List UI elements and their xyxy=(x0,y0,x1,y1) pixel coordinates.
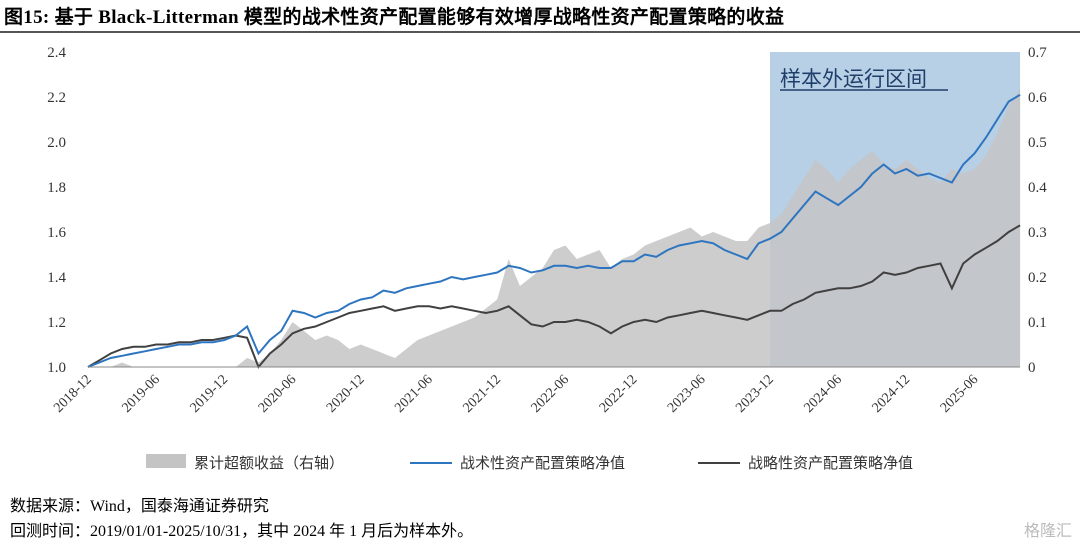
y-right-tick-label: 0.4 xyxy=(1028,180,1047,196)
y-right-tick-label: 0.6 xyxy=(1028,90,1047,106)
x-tick-label: 2021-06 xyxy=(392,372,436,416)
x-tick-label: 2023-06 xyxy=(665,372,709,416)
title-divider xyxy=(0,31,1080,33)
y-left-tick-label: 2.0 xyxy=(47,135,66,151)
x-tick-label: 2020-12 xyxy=(324,372,368,416)
x-tick-label: 2019-12 xyxy=(188,372,232,416)
watermark: 格隆汇 xyxy=(1023,521,1072,540)
legend-label-tactical: 战术性资产配置策略净值 xyxy=(460,455,625,472)
y-left-tick-label: 1.0 xyxy=(47,360,66,376)
x-tick-label: 2024-06 xyxy=(801,372,845,416)
region-label: 样本外运行区间 xyxy=(780,67,927,91)
x-tick-label: 2022-12 xyxy=(597,372,641,416)
figure-title: 图15: 基于 Black-Litterman 模型的战术性资产配置能够有效增厚… xyxy=(4,7,785,28)
x-tick-label: 2019-06 xyxy=(119,372,163,416)
x-tick-label: 2021-12 xyxy=(460,372,504,416)
y-left-tick-label: 1.8 xyxy=(47,180,66,196)
x-tick-label: 2023-12 xyxy=(733,372,777,416)
x-tick-label: 2018-12 xyxy=(51,372,95,416)
backtest-note: 回测时间：2019/01/01-2025/10/31，其中 2024 年 1 月… xyxy=(10,523,474,540)
y-left-tick-label: 1.4 xyxy=(47,270,66,286)
y-left-tick-label: 2.4 xyxy=(47,45,66,61)
y-right-tick-label: 0.5 xyxy=(1028,135,1047,151)
legend-label-strategic: 战略性资产配置策略净值 xyxy=(748,455,913,472)
x-tick-label: 2025-06 xyxy=(938,372,982,416)
x-tick-label: 2024-12 xyxy=(870,372,914,416)
y-left-tick-label: 2.2 xyxy=(47,90,66,106)
y-right-tick-label: 0.2 xyxy=(1028,270,1047,286)
strategic-nav-line xyxy=(87,224,1021,369)
y-right-tick-label: 0 xyxy=(1028,360,1036,376)
y-right-tick-label: 0.7 xyxy=(1028,45,1047,61)
source-note: 数据来源：Wind，国泰海通证券研究 xyxy=(10,498,269,515)
y-left-tick-label: 1.6 xyxy=(47,225,66,241)
y-right-tick-label: 0.3 xyxy=(1028,225,1047,241)
x-tick-label: 2020-06 xyxy=(256,372,300,416)
tactical-nav-line xyxy=(87,93,1021,368)
y-right-tick-label: 0.1 xyxy=(1028,315,1047,331)
legend-label-excess: 累计超额收益（右轴） xyxy=(194,455,344,472)
excess-return-area xyxy=(88,88,1021,367)
y-left-tick-label: 1.2 xyxy=(47,315,66,331)
x-tick-label: 2022-06 xyxy=(529,372,573,416)
legend-swatch-excess xyxy=(146,454,186,468)
